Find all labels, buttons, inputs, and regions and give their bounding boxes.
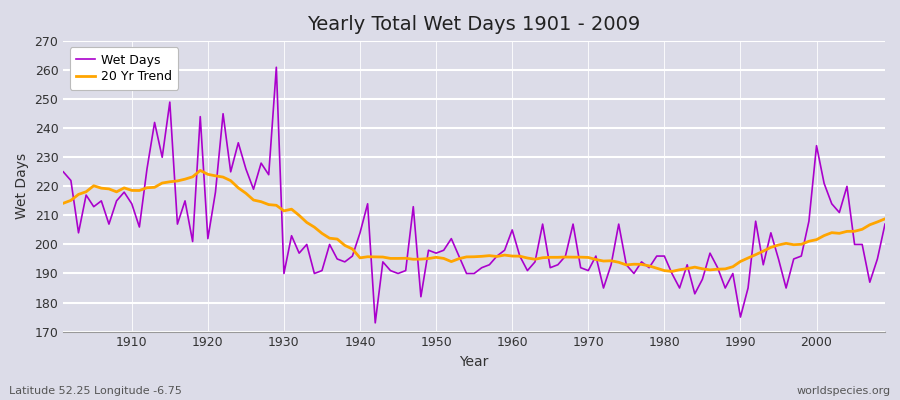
- Wet Days: [119, 190, 130, 194]
- 20 Yr Trend: [606, 258, 616, 263]
- 20 Yr Trend: [879, 216, 890, 221]
- Line: Wet Days: Wet Days: [63, 67, 885, 323]
- Wet Days: [515, 254, 526, 258]
- Wet Days: [271, 65, 282, 70]
- Wet Days: [370, 320, 381, 325]
- Wet Days: [339, 260, 350, 264]
- 20 Yr Trend: [194, 168, 205, 173]
- 20 Yr Trend: [293, 213, 304, 218]
- Wet Days: [293, 251, 304, 256]
- Wet Days: [58, 170, 68, 174]
- 20 Yr Trend: [58, 201, 68, 206]
- Wet Days: [613, 222, 624, 226]
- 20 Yr Trend: [339, 243, 350, 248]
- Title: Yearly Total Wet Days 1901 - 2009: Yearly Total Wet Days 1901 - 2009: [308, 15, 641, 34]
- Text: Latitude 52.25 Longitude -6.75: Latitude 52.25 Longitude -6.75: [9, 386, 182, 396]
- X-axis label: Year: Year: [460, 355, 489, 369]
- 20 Yr Trend: [667, 269, 678, 274]
- Legend: Wet Days, 20 Yr Trend: Wet Days, 20 Yr Trend: [69, 47, 178, 90]
- Line: 20 Yr Trend: 20 Yr Trend: [63, 170, 885, 272]
- Wet Days: [522, 268, 533, 273]
- Text: worldspecies.org: worldspecies.org: [796, 386, 891, 396]
- 20 Yr Trend: [515, 254, 526, 258]
- Wet Days: [879, 222, 890, 226]
- 20 Yr Trend: [507, 254, 517, 258]
- Y-axis label: Wet Days: Wet Days: [15, 153, 29, 220]
- 20 Yr Trend: [119, 186, 130, 190]
